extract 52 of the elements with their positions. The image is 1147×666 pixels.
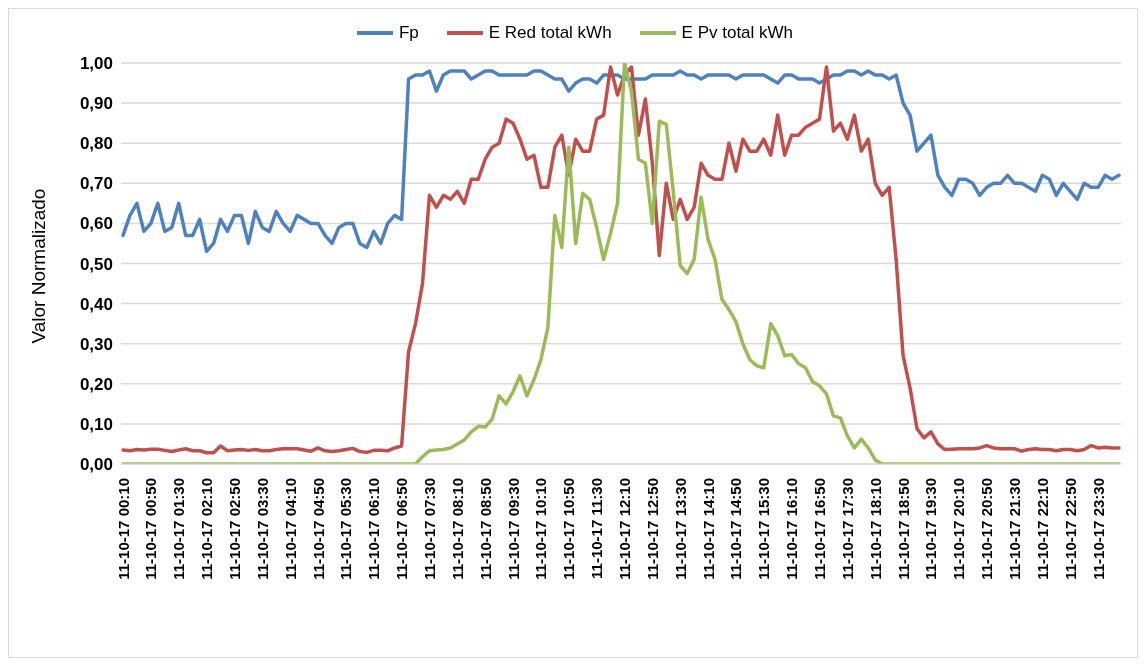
x-tick-label: 11-10-17 16:10 bbox=[783, 478, 801, 580]
legend-label: Fp bbox=[398, 23, 419, 43]
x-tick-label: 11-10-17 14:50 bbox=[727, 478, 745, 580]
x-tick-label: 11-10-17 22:10 bbox=[1033, 478, 1051, 580]
x-tick-label: 11-10-17 22:50 bbox=[1061, 478, 1079, 580]
y-axis-title: Valor Normalizado bbox=[27, 188, 49, 344]
y-tick-label: 0,90 bbox=[79, 94, 113, 114]
x-tick-label: 11-10-17 11:30 bbox=[588, 478, 606, 579]
x-tick-label: 11-10-17 08:10 bbox=[448, 478, 466, 580]
x-tick-label: 11-10-17 03:30 bbox=[253, 478, 271, 580]
x-tick-label: 11-10-17 02:10 bbox=[198, 478, 216, 580]
x-tick-label: 11-10-17 04:10 bbox=[281, 478, 299, 580]
x-tick-label: 11-10-17 05:30 bbox=[337, 478, 355, 580]
x-tick-label: 11-10-17 02:50 bbox=[225, 478, 243, 580]
y-tick-label: 0,80 bbox=[79, 134, 113, 154]
x-tick-label: 11-10-17 13:30 bbox=[671, 478, 689, 580]
x-tick-label: 11-10-17 06:50 bbox=[393, 478, 411, 580]
x-tick-label: 11-10-17 20:10 bbox=[950, 478, 968, 580]
y-tick-label: 1,00 bbox=[79, 54, 113, 74]
x-tick-label: 11-10-17 12:50 bbox=[643, 478, 661, 580]
x-tick-label: 11-10-17 12:10 bbox=[615, 478, 633, 580]
y-tick-label: 0,70 bbox=[79, 174, 113, 194]
x-tick-label: 11-10-17 14:10 bbox=[699, 478, 717, 580]
x-tick-label: 11-10-17 10:50 bbox=[560, 478, 578, 580]
y-tick-label: 0,60 bbox=[79, 214, 113, 234]
x-tick-label: 11-10-17 06:10 bbox=[365, 478, 383, 580]
y-tick-label: 0,00 bbox=[79, 455, 113, 475]
x-tick-label: 11-10-17 00:10 bbox=[114, 478, 132, 580]
x-tick-label: 11-10-17 04:50 bbox=[309, 478, 327, 580]
x-tick-label: 11-10-17 07:30 bbox=[420, 478, 438, 580]
x-tick-label: 11-10-17 16:50 bbox=[811, 478, 828, 580]
x-tick-label: 11-10-17 00:50 bbox=[142, 478, 160, 580]
y-tick-label: 0,40 bbox=[79, 294, 113, 314]
legend-label: E Pv total kWh bbox=[681, 23, 794, 43]
x-tick-label: 11-10-17 18:10 bbox=[866, 478, 884, 580]
x-tick-label: 11-10-17 19:30 bbox=[922, 478, 940, 580]
y-tick-label: 0,10 bbox=[79, 414, 113, 434]
x-tick-label: 11-10-17 21:30 bbox=[1006, 478, 1024, 580]
x-tick-label: 11-10-17 23:30 bbox=[1089, 478, 1107, 580]
legend-label: E Red total kWh bbox=[488, 23, 612, 43]
x-tick-label: 11-10-17 17:30 bbox=[838, 478, 856, 580]
x-tick-label: 11-10-17 20:50 bbox=[978, 478, 996, 580]
x-tick-label: 11-10-17 01:30 bbox=[170, 478, 188, 580]
y-tick-label: 0,20 bbox=[79, 374, 113, 394]
y-tick-label: 0,50 bbox=[79, 254, 113, 274]
line-series bbox=[121, 69, 1121, 254]
x-tick-label: 11-10-17 09:30 bbox=[504, 478, 522, 580]
y-tick-label: 0,30 bbox=[79, 334, 113, 354]
x-tick-label: 11-10-17 18:50 bbox=[894, 478, 912, 580]
x-tick-label: 11-10-17 08:50 bbox=[476, 478, 494, 580]
x-tick-label: 11-10-17 10:10 bbox=[532, 478, 550, 580]
x-tick-label: 11-10-17 15:30 bbox=[755, 478, 773, 580]
